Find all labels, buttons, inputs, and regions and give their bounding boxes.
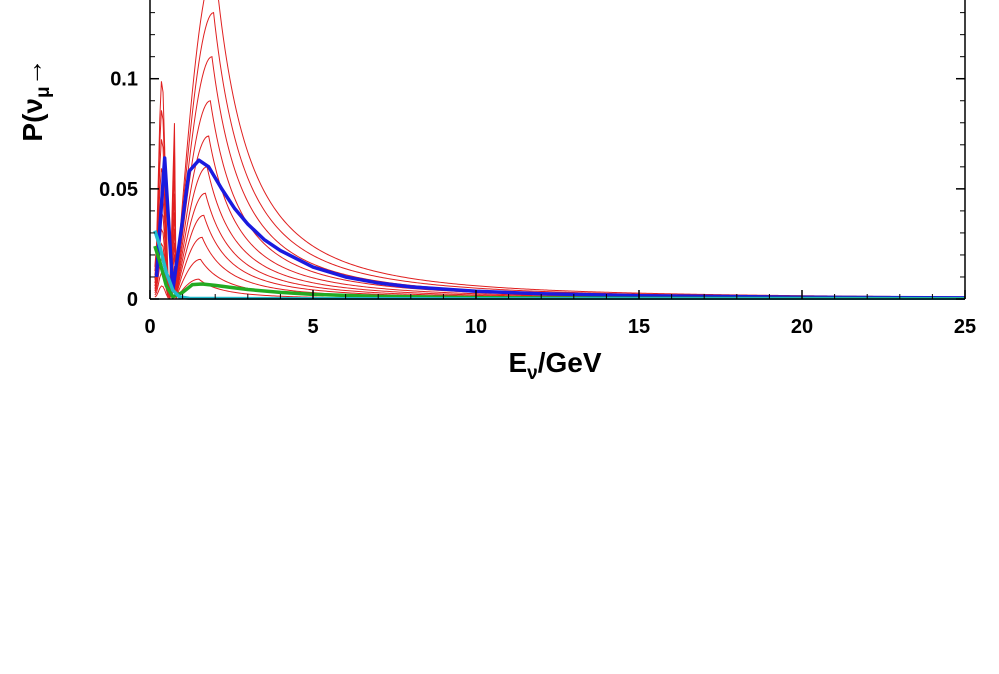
y-tick-label: 0 bbox=[127, 289, 138, 311]
x-tick-label: 20 bbox=[791, 316, 813, 338]
y-tick-label: 0.05 bbox=[99, 179, 138, 201]
red-curve-8 bbox=[154, 55, 965, 299]
red-curve-3 bbox=[154, 214, 965, 300]
red-curve-6 bbox=[154, 135, 965, 299]
red-curve-10 bbox=[154, 0, 965, 298]
series-line-1 bbox=[153, 245, 965, 300]
x-tick-label: 5 bbox=[307, 316, 318, 338]
axes: 0 5 10 15 20 25 0 0.05 0.1 bbox=[99, 0, 976, 338]
curves bbox=[153, 0, 965, 300]
red-curve-7 bbox=[154, 100, 965, 299]
x-tick-label: 10 bbox=[465, 316, 487, 338]
y-tick-label: 0.1 bbox=[110, 69, 138, 91]
series-line-0 bbox=[154, 156, 965, 300]
x-axis-label: Eν/GeV bbox=[508, 347, 601, 384]
x-tick-label: 0 bbox=[144, 316, 155, 338]
y-axis-label: P(νμ→ bbox=[17, 58, 54, 141]
x-tick-label: 25 bbox=[954, 316, 976, 338]
x-tick-label: 15 bbox=[628, 316, 650, 338]
red-curve-9 bbox=[154, 11, 965, 298]
